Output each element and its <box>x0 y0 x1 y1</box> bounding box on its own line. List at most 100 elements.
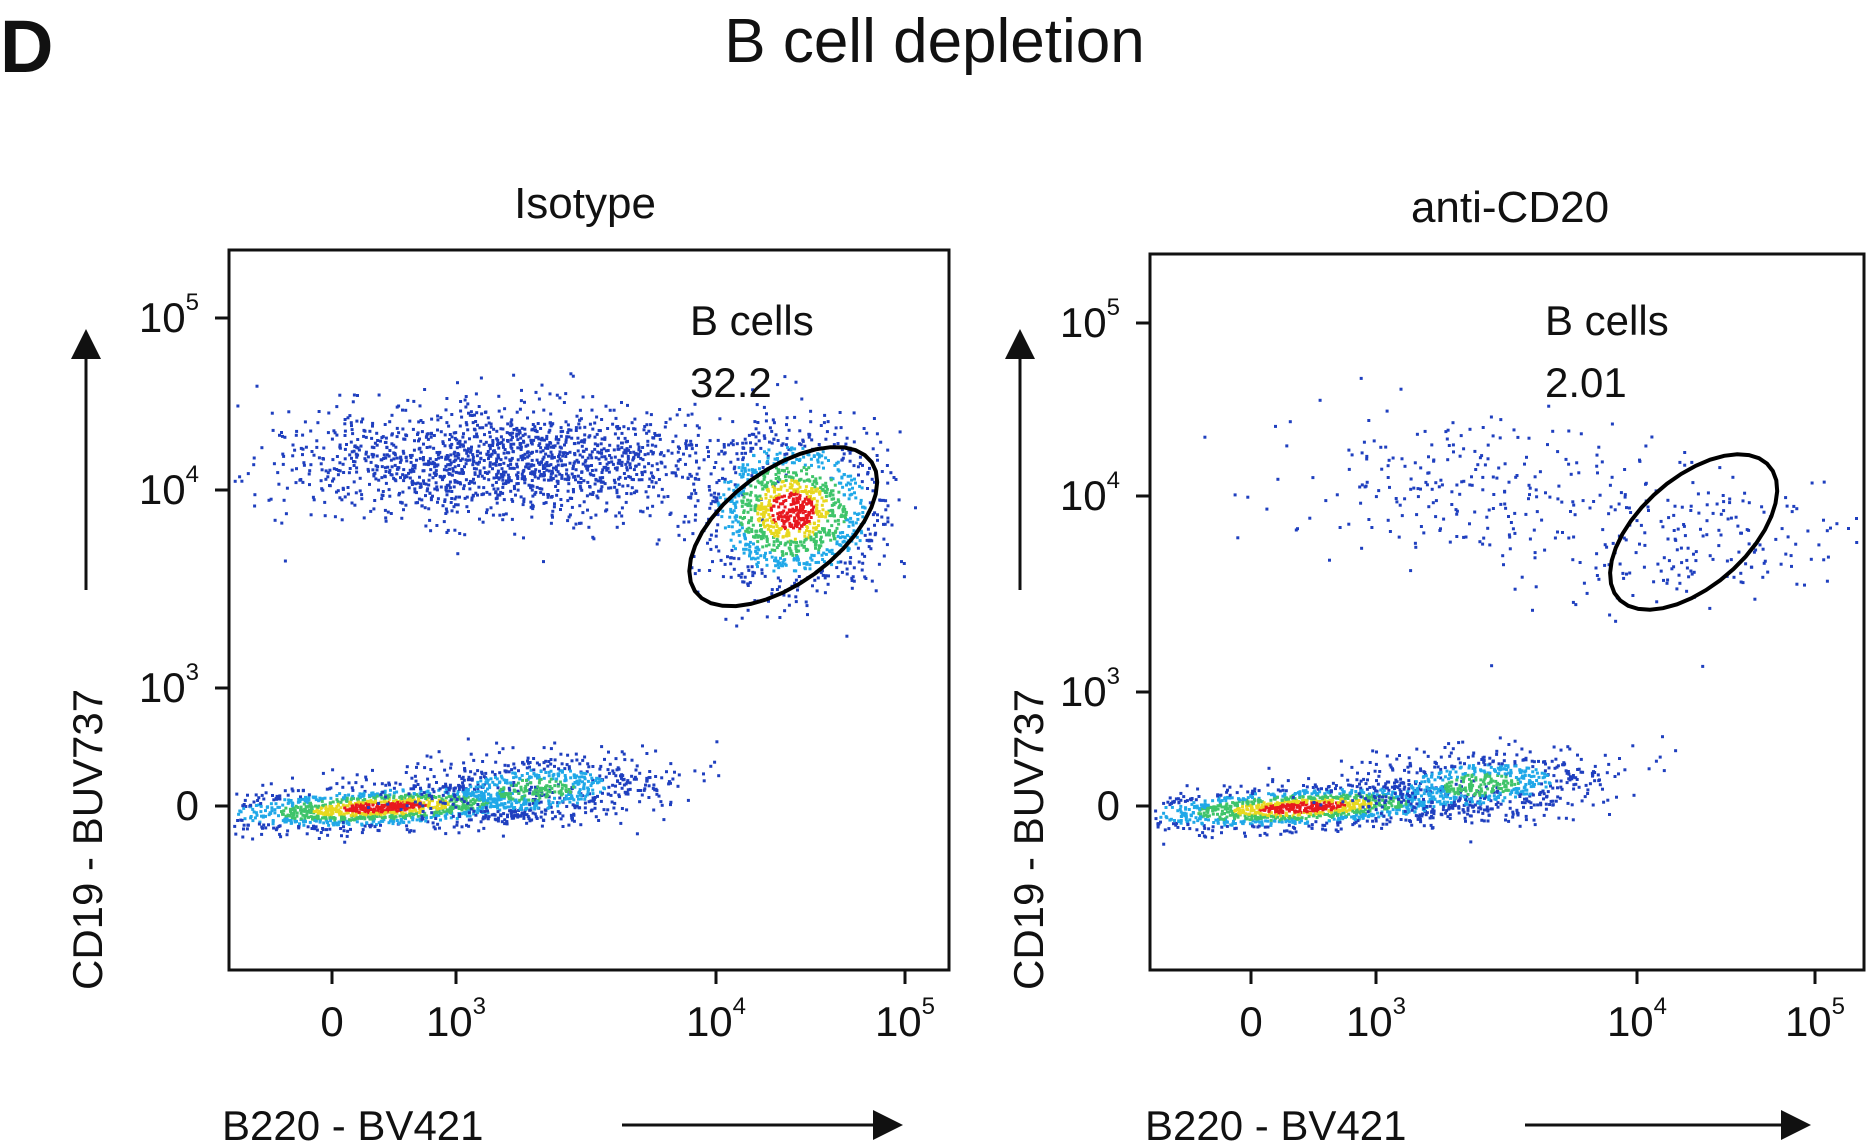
event-dot <box>464 421 468 425</box>
event-dot <box>790 478 794 482</box>
event-dot <box>659 451 663 455</box>
event-dot <box>784 541 788 545</box>
event-dot <box>606 449 610 452</box>
event-dot <box>493 451 497 455</box>
event-dot <box>465 791 469 795</box>
event-dot <box>848 459 852 463</box>
event-dot <box>566 499 570 503</box>
event-dot <box>795 522 799 526</box>
event-dot <box>324 469 328 473</box>
event-dot <box>403 796 407 800</box>
event-dot <box>388 468 392 472</box>
event-dot <box>527 454 531 458</box>
event-dot <box>758 494 762 498</box>
event-dot <box>523 427 527 431</box>
event-dot <box>481 817 485 821</box>
event-dot <box>532 438 536 442</box>
event-dot <box>646 443 650 447</box>
event-dot <box>776 383 780 387</box>
event-dot <box>521 475 525 479</box>
event-dot <box>335 782 339 786</box>
event-dot <box>772 540 776 544</box>
event-dot <box>444 832 448 836</box>
event-dot <box>313 819 317 822</box>
event-dot <box>485 777 488 781</box>
event-dot <box>394 445 398 449</box>
event-dot <box>461 801 465 805</box>
event-dot <box>728 515 732 519</box>
event-dot <box>427 805 431 809</box>
event-dot <box>370 800 373 804</box>
event-dot <box>420 430 424 434</box>
event-dot <box>757 431 761 435</box>
event-dot <box>317 804 321 808</box>
event-dot <box>851 523 855 527</box>
event-dot <box>503 818 507 822</box>
event-dot <box>376 806 380 810</box>
event-dot <box>404 455 408 459</box>
event-dot <box>343 840 347 844</box>
event-dot <box>608 443 612 447</box>
event-dot <box>532 463 536 467</box>
event-dot <box>373 825 377 829</box>
event-dot <box>579 771 583 775</box>
event-dot <box>303 420 307 424</box>
event-dot <box>416 431 420 435</box>
event-dot <box>807 495 811 499</box>
event-dot <box>774 522 778 526</box>
event-dot <box>474 392 478 396</box>
event-dot <box>461 784 465 788</box>
event-dot <box>426 777 430 781</box>
event-dot <box>557 438 561 442</box>
event-dot <box>416 814 420 818</box>
event-dot <box>614 416 618 420</box>
event-dot <box>333 431 337 435</box>
event-dot <box>534 468 538 472</box>
event-dot <box>864 577 868 580</box>
event-dot <box>761 536 765 540</box>
event-dot <box>469 410 473 414</box>
event-dot <box>473 481 476 485</box>
event-dot <box>545 443 549 447</box>
event-dot <box>350 450 354 454</box>
event-dot <box>501 491 505 495</box>
event-dot <box>435 488 439 492</box>
event-dot <box>684 462 687 466</box>
event-dot <box>534 801 538 805</box>
event-dot <box>780 480 784 484</box>
event-dot <box>760 571 764 575</box>
event-dot <box>428 473 432 477</box>
event-dot <box>309 805 313 809</box>
event-dot <box>693 488 696 492</box>
event-dot <box>647 462 651 466</box>
event-dot <box>738 472 742 476</box>
event-dot <box>601 480 605 484</box>
event-dot <box>422 469 426 473</box>
event-dot <box>313 827 317 831</box>
event-dot <box>601 468 605 472</box>
event-dot <box>798 429 802 433</box>
event-dot <box>568 800 572 804</box>
event-dot <box>511 499 515 503</box>
event-dot <box>547 443 551 447</box>
event-dot <box>456 792 459 796</box>
event-dot <box>829 478 833 482</box>
event-dot <box>553 815 557 819</box>
event-dot <box>441 801 445 805</box>
event-dot <box>721 509 725 513</box>
event-dot <box>547 799 551 803</box>
event-dot <box>489 805 492 809</box>
event-dot <box>446 802 450 806</box>
event-dot <box>493 773 497 776</box>
event-dot <box>598 451 601 455</box>
event-dot <box>835 526 839 530</box>
event-dot <box>650 443 654 447</box>
event-dot <box>529 768 533 772</box>
event-dot <box>861 463 864 467</box>
event-dot <box>729 556 733 560</box>
event-dot <box>407 820 411 824</box>
event-dot <box>590 781 594 785</box>
event-dot <box>305 812 309 816</box>
event-dot <box>517 432 520 436</box>
event-dot <box>759 554 763 558</box>
